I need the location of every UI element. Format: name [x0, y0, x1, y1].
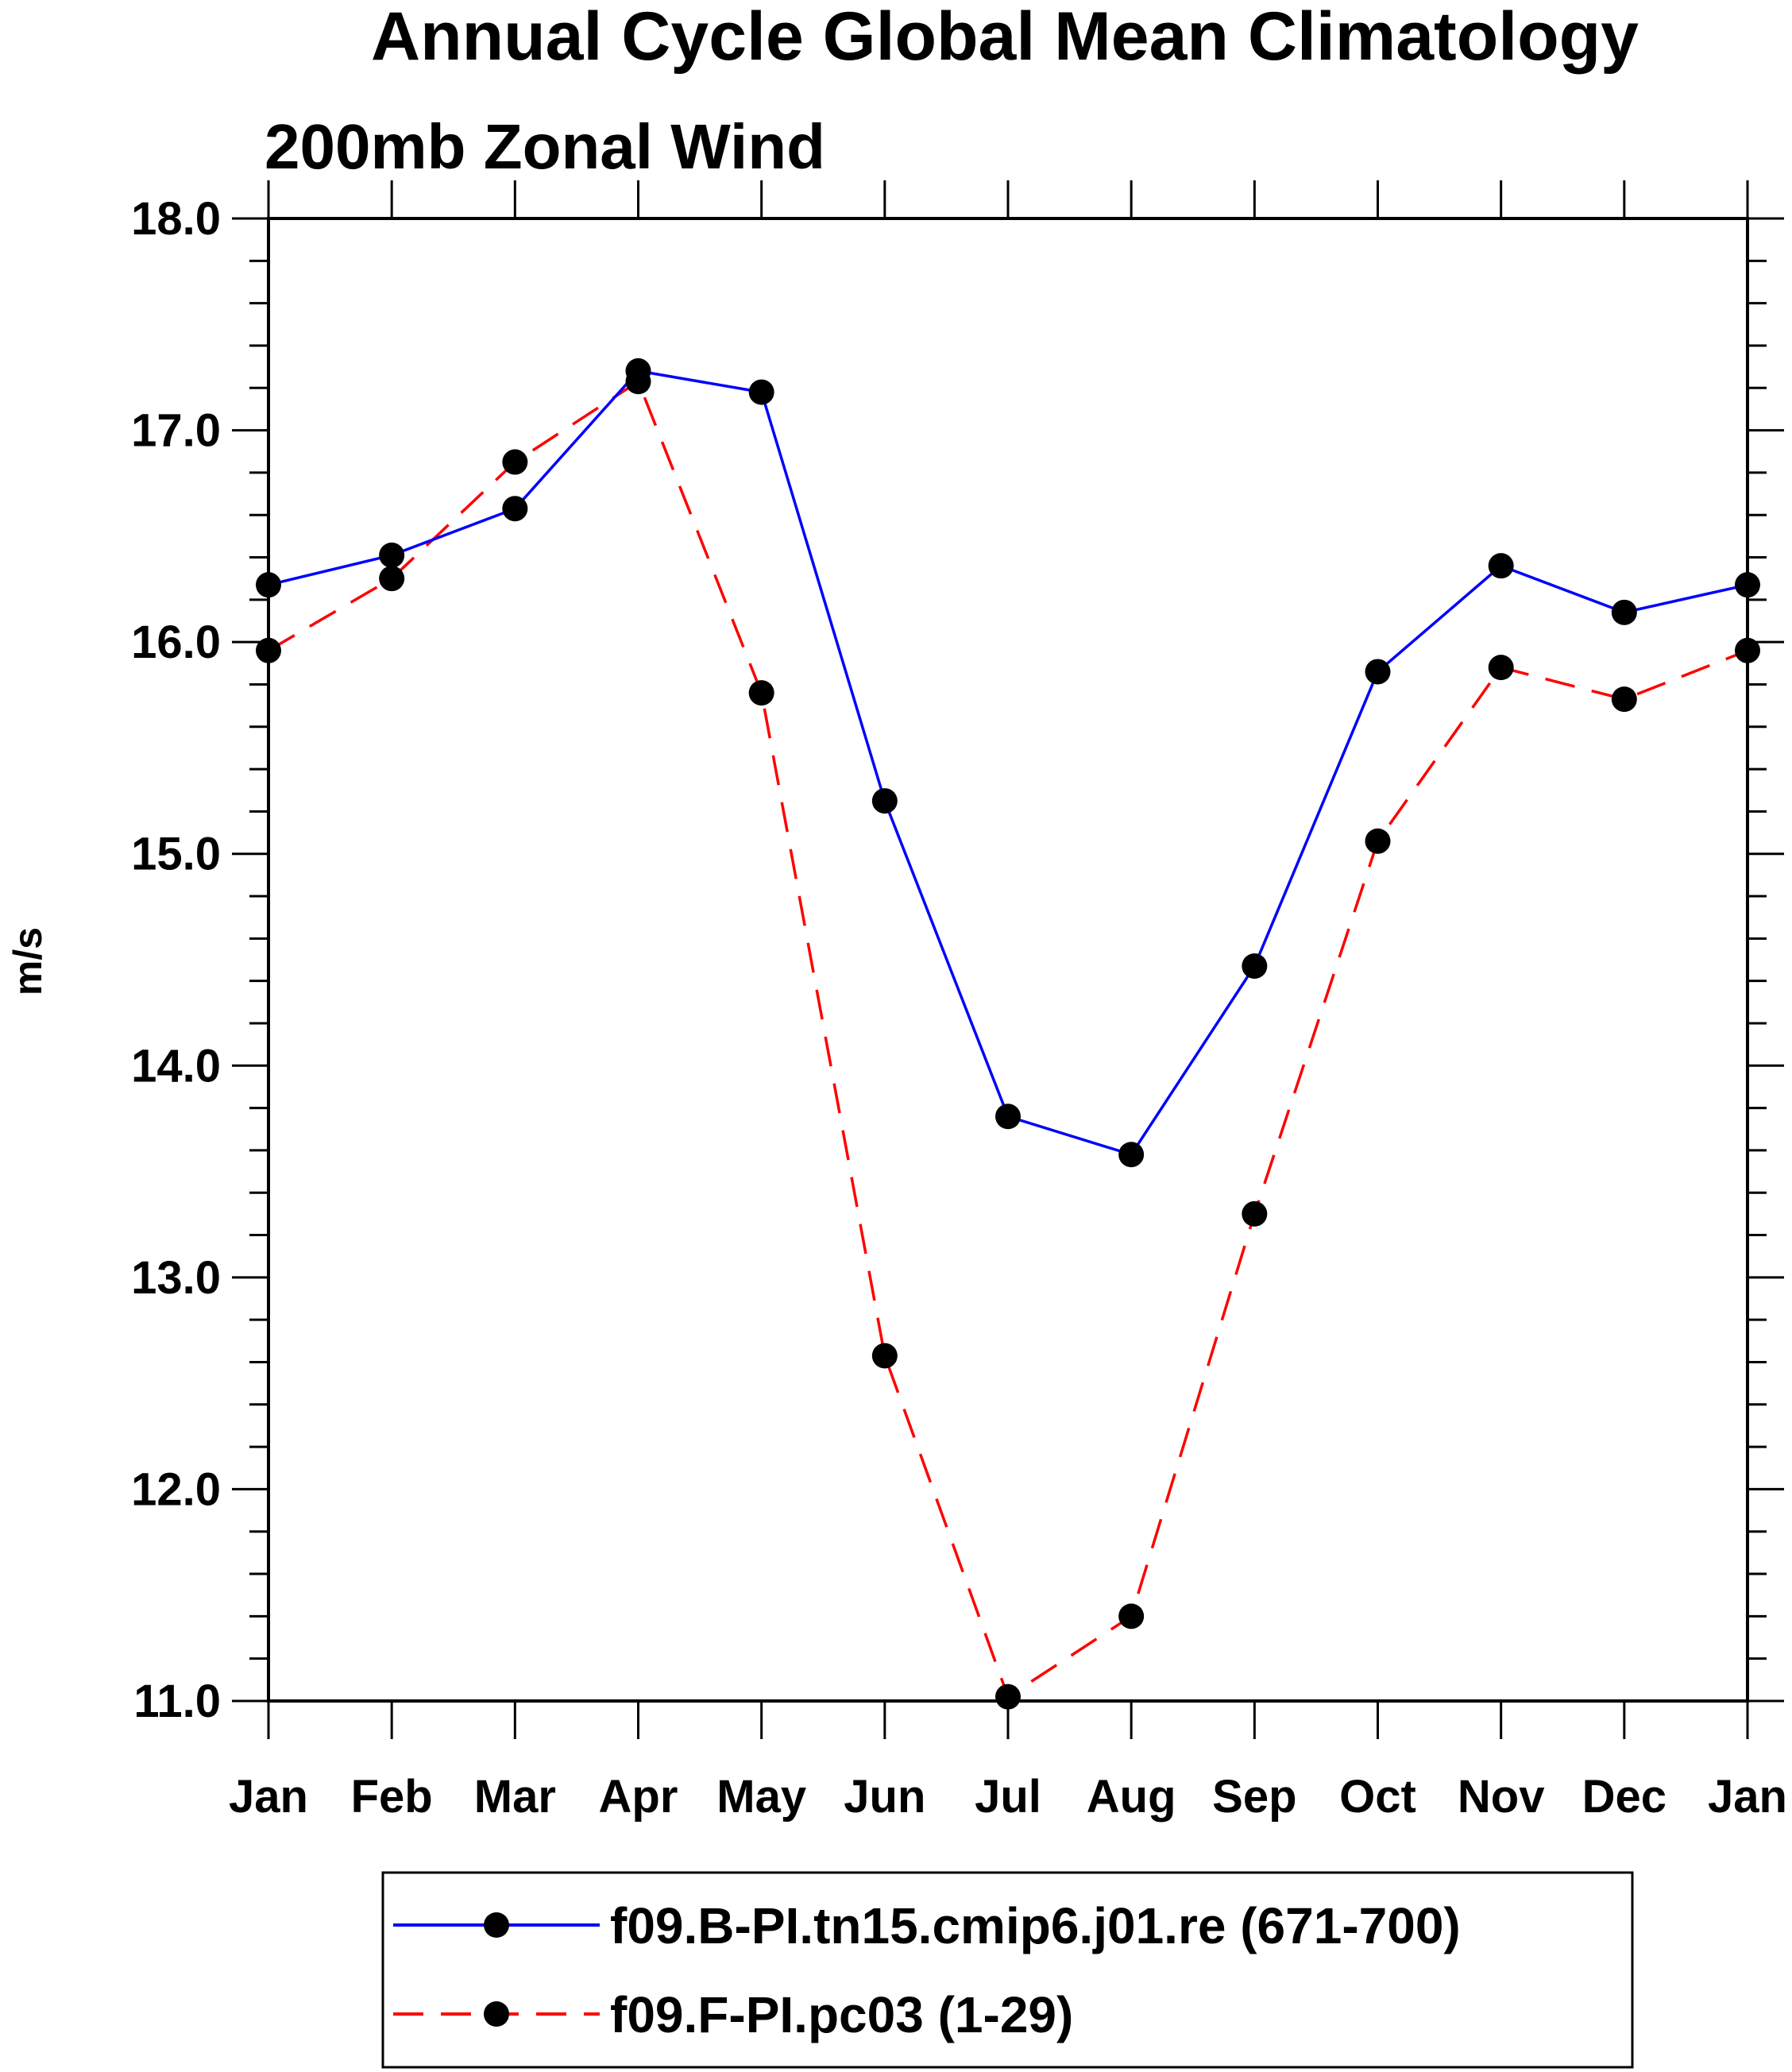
plot-frame: [267, 217, 1749, 1703]
data-point-series-1: [1488, 553, 1514, 579]
data-point-series-2: [379, 566, 405, 592]
legend-marker-series-1: [484, 1912, 509, 1938]
legend-label-series-1: f09.B-PI.tn15.cmip6.j01.re (671-700): [610, 1897, 1461, 1954]
legend-marker-series-2: [484, 2001, 509, 2027]
series-line-1: [268, 369, 1748, 1157]
x-tick-label: May: [716, 1771, 806, 1823]
x-tick-label: Dec: [1582, 1771, 1666, 1823]
y-tick-label: 11.0: [133, 1676, 221, 1727]
y-tick-label: 18.0: [131, 193, 221, 245]
y-axis-label: m/s: [6, 927, 50, 995]
data-point-series-2: [1118, 1603, 1145, 1629]
series-line-2: [268, 379, 1748, 1699]
data-point-series-2: [748, 680, 774, 706]
data-point-series-2: [1242, 1200, 1268, 1227]
x-tick-label: Nov: [1458, 1771, 1545, 1823]
x-tick-label: Jan: [229, 1771, 308, 1823]
legend-label-series-2: f09.F-PI.pc03 (1-29): [610, 1986, 1073, 2043]
data-point-series-1: [1365, 659, 1391, 685]
x-tick-label: Sep: [1212, 1771, 1296, 1823]
legend-box: [381, 1871, 1634, 2069]
data-point-series-1: [748, 379, 774, 405]
chart-title: Annual Cycle Global Mean Climatology: [371, 0, 1639, 75]
y-tick-label: 12.0: [131, 1463, 221, 1515]
data-point-series-2: [502, 449, 528, 475]
data-point-series-2: [871, 1343, 898, 1369]
x-tick-label: Apr: [599, 1771, 678, 1823]
data-point-series-2: [1611, 686, 1637, 713]
y-tick-label: 15.0: [131, 829, 221, 880]
x-tick-label: Mar: [474, 1771, 556, 1823]
axis-ticks: [232, 180, 1784, 1739]
data-point-series-2: [1365, 828, 1391, 854]
data-point-series-2: [1488, 655, 1514, 681]
series-layer: [256, 358, 1760, 1710]
chart-subtitle: 200mb Zonal Wind: [265, 111, 825, 182]
data-point-series-1: [995, 1104, 1021, 1130]
y-tick-label: 13.0: [131, 1252, 221, 1304]
data-point-series-1: [871, 788, 898, 814]
tick-labels: 11.0 12.0 13.0 14.0 15.0 16.0 17.0 18.0 Jan Feb Ma…: [131, 193, 1787, 1823]
data-point-series-1: [1242, 953, 1268, 979]
x-tick-label: Oct: [1339, 1771, 1416, 1823]
data-point-series-1: [1118, 1142, 1145, 1168]
data-point-series-1: [1611, 599, 1637, 625]
data-point-series-1: [625, 358, 651, 384]
x-tick-label: Aug: [1087, 1771, 1176, 1823]
data-point-series-1: [502, 496, 528, 522]
y-tick-label: 16.0: [131, 617, 221, 668]
x-tick-label: Jul: [975, 1771, 1041, 1823]
data-point-series-2: [995, 1684, 1021, 1710]
y-tick-label: 17.0: [131, 405, 221, 457]
legend: f09.B-PI.tn15.cmip6.j01.re (671-700) f09…: [381, 1871, 1634, 2069]
data-point-series-1: [379, 542, 405, 568]
x-tick-label: Jan: [1708, 1771, 1787, 1823]
x-tick-label: Jun: [844, 1771, 925, 1823]
x-tick-label: Feb: [351, 1771, 433, 1823]
y-tick-label: 14.0: [131, 1040, 221, 1092]
